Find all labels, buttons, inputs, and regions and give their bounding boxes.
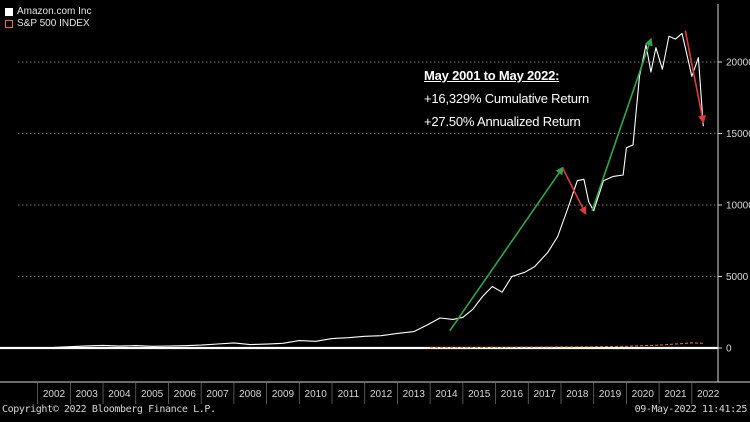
annotation-annualized-return: +27.50% Annualized Return [424, 114, 581, 129]
x-tick-label: 2014 [435, 389, 458, 400]
legend-label-amazon: Amazon.com Inc [17, 6, 92, 17]
x-tick-label: 2018 [566, 389, 589, 400]
legend-swatch-sp500 [5, 20, 13, 28]
axes [0, 4, 750, 404]
x-tick-label: 2007 [206, 389, 229, 400]
y-tick-label: 20000 [726, 58, 750, 69]
x-tick-label: 2013 [403, 389, 426, 400]
y-tick-labels: 0 5000 10000 15000 20000 [726, 58, 750, 355]
sp500-series-line [430, 342, 704, 349]
x-tick-label: 2008 [239, 389, 262, 400]
amazon-series-line [17, 32, 704, 349]
return-annotation: May 2001 to May 2022: +16,329% Cumulativ… [424, 68, 589, 129]
copyright-text: Copyright© 2022 Bloomberg Finance L.P. [2, 404, 216, 415]
x-tick-label: 2005 [141, 389, 164, 400]
y-tick-label: 0 [726, 344, 732, 355]
grid-lines [18, 61, 718, 277]
y-tick-label: 15000 [726, 129, 750, 140]
x-tick-label: 2019 [599, 389, 622, 400]
x-tick-label: 2021 [664, 389, 687, 400]
x-tick-label: 2016 [501, 389, 524, 400]
x-tick-label: 2002 [43, 389, 66, 400]
x-tick-label: 2012 [370, 389, 393, 400]
down-trend-arrow [684, 30, 706, 124]
annotation-title: May 2001 to May 2022: [424, 68, 560, 83]
down-trend-arrow [561, 167, 587, 216]
y-tick-label: 10000 [726, 201, 750, 212]
x-tick-label: 2011 [338, 389, 360, 400]
x-tick-label: 2020 [632, 389, 655, 400]
timestamp-text: 09-May-2022 11:41:25 [634, 404, 748, 415]
annotation-cumulative-return: +16,329% Cumulative Return [424, 91, 589, 106]
x-tick-label: 2009 [272, 389, 295, 400]
x-tick-label: 2004 [108, 389, 131, 400]
x-tick-label: 2006 [174, 389, 197, 400]
x-tick-labels: 2002 2003 2004 2005 2006 2007 2008 2009 2010 2011… [43, 389, 720, 400]
trend-arrows [449, 30, 706, 332]
up-trend-arrow [449, 166, 564, 332]
x-tick-label: 2022 [697, 389, 720, 400]
x-tick-label: 2015 [468, 389, 491, 400]
up-trend-arrow [591, 37, 653, 211]
x-tick-label: 2017 [534, 389, 557, 400]
x-tick-label: 2003 [76, 389, 99, 400]
legend: Amazon.com Inc S&P 500 INDEX [5, 6, 91, 30]
legend-label-sp500: S&P 500 INDEX [17, 18, 90, 29]
series-lines [17, 32, 704, 349]
x-tick-label: 2010 [305, 389, 328, 400]
y-tick-label: 5000 [726, 272, 749, 283]
legend-item-amazon: Amazon.com Inc [5, 6, 91, 18]
legend-item-sp500: S&P 500 INDEX [5, 18, 91, 30]
legend-swatch-amazon [5, 8, 13, 16]
